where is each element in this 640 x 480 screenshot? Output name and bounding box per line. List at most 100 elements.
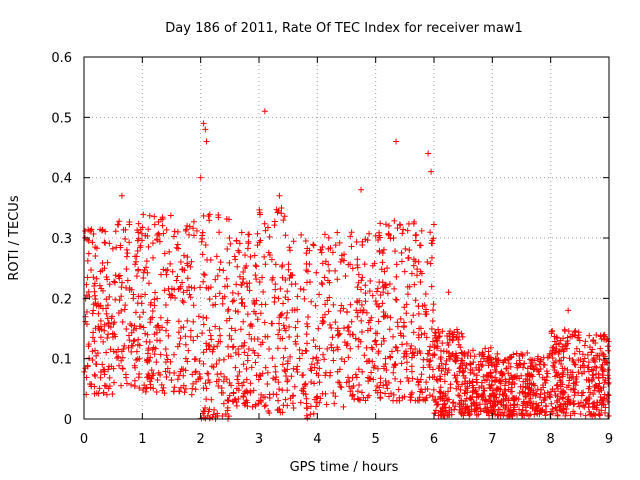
- data-point: [182, 341, 189, 348]
- data-point: [241, 402, 248, 409]
- data-point: [474, 379, 481, 386]
- data-point: [134, 248, 141, 255]
- data-point: [445, 353, 452, 360]
- data-point: [265, 407, 272, 414]
- data-point: [536, 411, 543, 418]
- data-point: [382, 312, 389, 319]
- data-point: [508, 384, 515, 391]
- data-point: [91, 390, 98, 397]
- data-point: [598, 407, 605, 414]
- data-point: [303, 347, 310, 354]
- data-point: [122, 235, 129, 242]
- data-point: [601, 379, 608, 386]
- data-point: [256, 279, 263, 286]
- data-point: [106, 293, 113, 300]
- data-point: [319, 244, 326, 251]
- data-point: [465, 406, 472, 413]
- data-point: [137, 323, 144, 330]
- data-point: [130, 291, 137, 298]
- data-point: [345, 323, 352, 330]
- data-point: [395, 386, 402, 393]
- data-point: [213, 253, 220, 260]
- data-point: [592, 382, 599, 389]
- data-point: [190, 337, 197, 344]
- data-point: [462, 397, 469, 404]
- data-point: [390, 235, 397, 242]
- data-point: [128, 381, 135, 388]
- data-point: [359, 238, 366, 245]
- data-point: [104, 259, 111, 266]
- data-point: [272, 286, 279, 293]
- data-point: [465, 349, 472, 356]
- data-point: [104, 335, 111, 342]
- data-point: [226, 315, 233, 322]
- data-point: [206, 346, 213, 353]
- data-point: [418, 270, 425, 277]
- data-point: [99, 361, 106, 368]
- data-point: [394, 323, 401, 330]
- data-point: [565, 393, 572, 400]
- data-point: [242, 252, 249, 259]
- data-point: [171, 369, 178, 376]
- data-point: [366, 375, 373, 382]
- data-point: [157, 314, 164, 321]
- data-point: [453, 357, 460, 364]
- data-point: [326, 294, 333, 301]
- data-point: [123, 374, 130, 381]
- data-point: [103, 296, 110, 303]
- data-point: [363, 309, 370, 316]
- data-point: [481, 387, 488, 394]
- data-point: [316, 365, 323, 372]
- data-point: [190, 318, 197, 325]
- data-point: [521, 398, 528, 405]
- data-point: [102, 240, 109, 247]
- data-point: [428, 283, 435, 290]
- data-point: [452, 403, 459, 410]
- data-point: [416, 394, 423, 401]
- data-point: [565, 307, 572, 314]
- data-point: [315, 325, 322, 332]
- data-point: [154, 337, 161, 344]
- data-point: [296, 346, 303, 353]
- data-point: [553, 334, 560, 341]
- data-point: [571, 350, 578, 357]
- data-point: [179, 279, 186, 286]
- data-point: [128, 329, 135, 336]
- data-point: [229, 289, 236, 296]
- data-point: [180, 289, 187, 296]
- data-point: [158, 381, 165, 388]
- data-point: [304, 340, 311, 347]
- data-point: [397, 378, 404, 385]
- data-point: [318, 280, 325, 287]
- data-point: [212, 323, 219, 330]
- data-point: [276, 327, 283, 334]
- data-point: [541, 390, 548, 397]
- data-point: [341, 325, 348, 332]
- data-point: [238, 281, 245, 288]
- data-point: [481, 377, 488, 384]
- data-point: [328, 324, 335, 331]
- data-point: [408, 389, 415, 396]
- data-point: [224, 283, 231, 290]
- data-point: [438, 360, 445, 367]
- data-point: [103, 349, 110, 356]
- data-point: [336, 330, 343, 337]
- data-point: [332, 242, 339, 249]
- data-point: [124, 277, 131, 284]
- data-point: [579, 402, 586, 409]
- data-point: [200, 271, 207, 278]
- data-point: [456, 406, 463, 413]
- data-point: [501, 382, 508, 389]
- data-point: [590, 367, 597, 374]
- data-point: [366, 230, 373, 237]
- data-point: [268, 256, 275, 263]
- data-point: [193, 227, 200, 234]
- data-point: [439, 328, 446, 335]
- data-point: [438, 389, 445, 396]
- data-point: [131, 362, 138, 369]
- data-point: [467, 360, 474, 367]
- data-point: [90, 307, 97, 314]
- data-point: [483, 371, 490, 378]
- data-point: [427, 260, 434, 267]
